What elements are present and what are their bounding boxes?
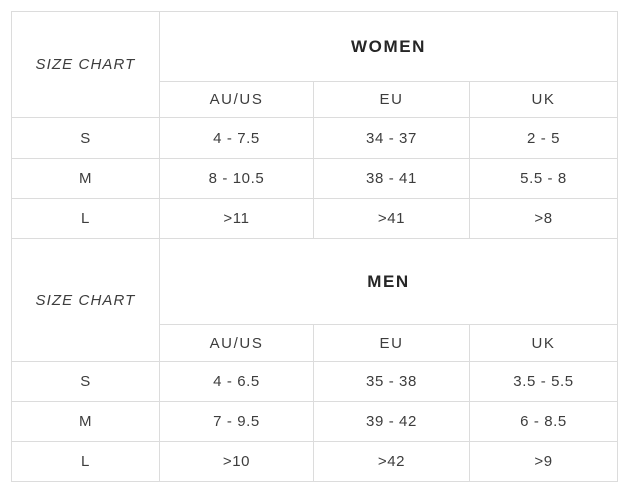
women-table-title: WOMEN [158,11,619,82]
women-column-header-uk: UK [468,81,619,118]
women-size-chart-label: SIZE CHART [11,11,160,118]
men-table-title: MEN [158,238,619,325]
table-row: S 4 - 6.5 35 - 38 3.5 - 5.5 [11,361,619,402]
size-value: >9 [468,441,619,482]
size-value: >41 [313,198,470,239]
table-row: M 7 - 9.5 39 - 42 6 - 8.5 [11,401,619,442]
men-column-header-eu: EU [313,324,470,362]
size-value: 38 - 41 [313,158,470,199]
size-chart-tables: SIZE CHART WOMEN AU/US EU UK S 4 - 7.5 3… [11,11,619,482]
size-value: 5.5 - 8 [468,158,619,199]
size-label: L [11,441,160,482]
men-size-chart-label: SIZE CHART [11,238,160,362]
size-value: 4 - 7.5 [159,117,314,159]
size-label: S [11,361,160,402]
size-value: 7 - 9.5 [159,401,314,442]
men-size-chart-table: SIZE CHART MEN AU/US EU UK S 4 - 6.5 35 … [11,238,619,482]
size-label: S [11,117,160,159]
table-row: L >10 >42 >9 [11,441,619,482]
size-label: L [11,198,160,239]
women-title-row: SIZE CHART WOMEN [11,11,619,118]
size-label: M [11,401,160,442]
women-column-header-auus: AU/US [159,81,314,118]
size-value: >8 [468,198,619,239]
size-value: >42 [313,441,470,482]
men-column-header-uk: UK [468,324,619,362]
size-value: 35 - 38 [313,361,470,402]
size-value: >11 [159,198,314,239]
size-value: 2 - 5 [468,117,619,159]
men-column-header-auus: AU/US [159,324,314,362]
size-value: 8 - 10.5 [159,158,314,199]
size-value: 4 - 6.5 [159,361,314,402]
women-column-header-eu: EU [313,81,470,118]
women-size-chart-table: SIZE CHART WOMEN AU/US EU UK S 4 - 7.5 3… [11,11,619,239]
table-row: L >11 >41 >8 [11,198,619,239]
men-column-header-row: AU/US EU UK [12,324,619,362]
table-row: S 4 - 7.5 34 - 37 2 - 5 [11,117,619,159]
size-value: 34 - 37 [313,117,470,159]
size-value: 3.5 - 5.5 [468,361,619,402]
size-value: 39 - 42 [313,401,470,442]
size-value: >10 [159,441,314,482]
table-row: M 8 - 10.5 38 - 41 5.5 - 8 [11,158,619,199]
size-value: 6 - 8.5 [468,401,619,442]
women-column-header-row: AU/US EU UK [12,81,619,118]
size-label: M [11,158,160,199]
men-title-row: SIZE CHART MEN [11,238,619,362]
